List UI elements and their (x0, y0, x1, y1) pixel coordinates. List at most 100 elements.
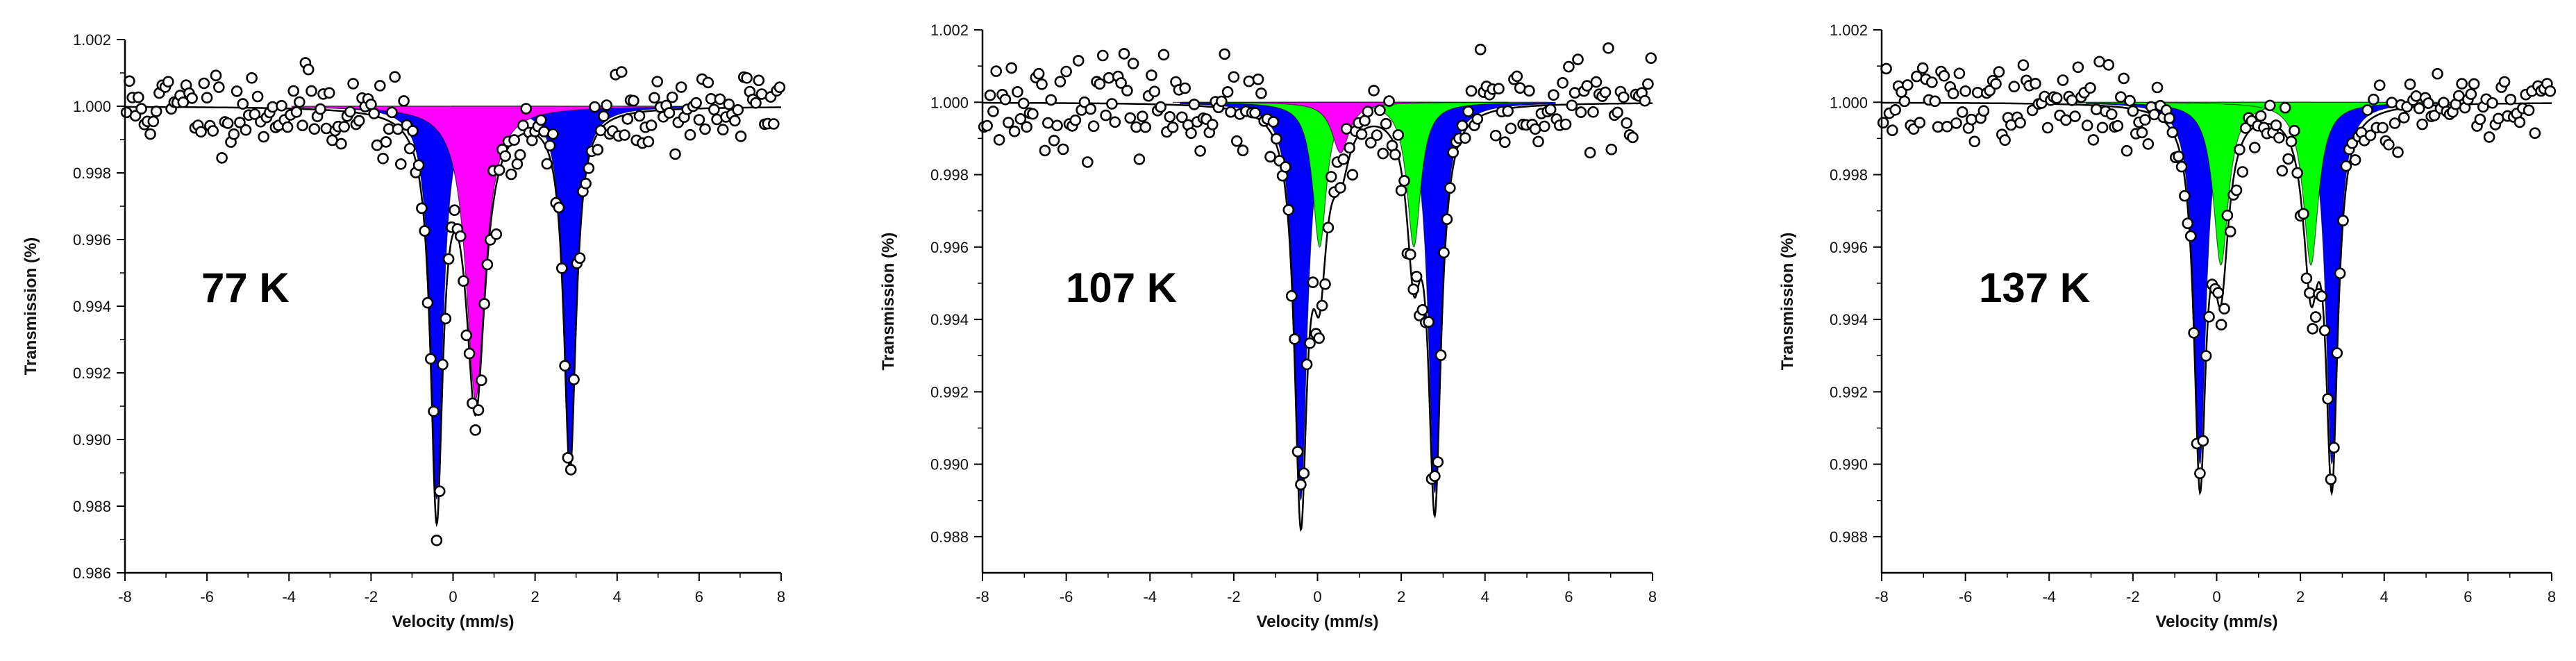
data-point (207, 125, 219, 137)
y-tick-label: 0.988 (73, 498, 111, 515)
data-point (1941, 121, 1953, 133)
data-point (1423, 316, 1435, 328)
data-point (133, 91, 144, 103)
data-point (633, 110, 646, 122)
data-point (1130, 121, 1142, 133)
data-point (1017, 97, 1030, 110)
data-point (1493, 83, 1505, 94)
y-tick-label: 0.992 (930, 383, 969, 401)
data-point (1045, 94, 1057, 106)
data-point (296, 119, 308, 131)
data-point (2182, 217, 2194, 230)
data-point (1539, 120, 1550, 133)
data-point (1012, 86, 1023, 98)
data-point (472, 404, 485, 416)
data-point (699, 123, 711, 135)
data-point (478, 298, 490, 310)
data-point (2325, 474, 2337, 485)
x-tick-label: -8 (976, 588, 989, 605)
data-point (2331, 347, 2343, 359)
x-tick-label: 6 (695, 588, 703, 605)
x-tick-label: -6 (1959, 588, 1973, 605)
data-point (1621, 117, 1632, 129)
data-point (2523, 104, 2535, 117)
data-point (469, 424, 482, 436)
component-magenta-singlet-line-1 (1172, 101, 1509, 153)
data-point (2255, 110, 2267, 122)
data-point (2203, 310, 2215, 323)
x-tick-label: 6 (1564, 588, 1573, 605)
data-point (2307, 323, 2318, 335)
y-tick-label: 0.990 (930, 456, 969, 474)
x-tick-label: -4 (282, 588, 296, 605)
data-point (1097, 49, 1109, 62)
data-point (2270, 119, 2282, 131)
data-point (1947, 87, 1959, 99)
y-tick-label: 0.992 (73, 365, 111, 382)
data-point (380, 136, 392, 148)
data-point (2142, 138, 2155, 150)
data-point (1557, 77, 1569, 89)
data-point (2529, 127, 2541, 139)
data-point (675, 81, 687, 93)
data-point (2309, 311, 2322, 323)
data-point (1137, 110, 1148, 122)
data-point (702, 76, 714, 89)
y-tick-label: 0.996 (930, 239, 969, 256)
y-axis-title: Transmission (%) (22, 237, 40, 376)
data-point (1121, 85, 1133, 97)
y-tick-label: 1.002 (1830, 22, 1868, 39)
data-point (2300, 272, 2313, 285)
data-point (458, 275, 469, 287)
y-axis-title: Transmission (%) (1778, 233, 1797, 371)
data-point (987, 106, 999, 117)
data-point (1365, 137, 1377, 149)
data-point (615, 66, 628, 78)
data-point (520, 103, 533, 115)
data-point (690, 97, 702, 109)
data-point (1264, 151, 1276, 162)
data-point (2328, 442, 2340, 454)
data-point (574, 252, 586, 265)
data-point (1051, 119, 1063, 132)
data-point (2291, 167, 2303, 179)
data-point (1127, 58, 1139, 69)
data-point (1048, 135, 1060, 147)
data-point (1280, 161, 1291, 173)
y-tick-label: 0.990 (1830, 456, 1868, 474)
x-tick-label: -8 (1875, 588, 1889, 605)
data-point (628, 94, 639, 107)
data-point (559, 360, 571, 372)
component-blue-doublet-line-1 (1180, 101, 1422, 501)
data-point (651, 76, 664, 87)
data-point (374, 80, 386, 92)
data-point (2504, 94, 2517, 106)
data-point (1563, 60, 1575, 73)
data-point (1139, 121, 1151, 133)
data-point (1590, 76, 1603, 88)
data-point (663, 107, 676, 119)
data-point (353, 115, 365, 127)
data-point (2127, 105, 2139, 117)
data-point (1398, 175, 1410, 187)
data-point (124, 75, 135, 87)
data-point (1300, 358, 1313, 371)
data-point (1255, 87, 1267, 99)
y-tick-label: 0.996 (73, 231, 111, 249)
data-point (1133, 153, 1146, 165)
data-point (1032, 67, 1045, 80)
x-tick-label: 0 (2212, 588, 2220, 605)
data-point (1544, 103, 1557, 115)
data-point (1380, 117, 1392, 130)
data-point (1237, 144, 1249, 156)
data-point (1069, 114, 1082, 126)
data-point (1605, 143, 1618, 156)
data-point (2298, 208, 2309, 220)
data-point (162, 76, 174, 87)
data-point (1575, 106, 1587, 118)
data-point (1115, 77, 1127, 89)
data-point (2230, 184, 2243, 196)
data-point (729, 115, 741, 127)
data-point (601, 99, 613, 111)
data-point (1155, 101, 1166, 113)
